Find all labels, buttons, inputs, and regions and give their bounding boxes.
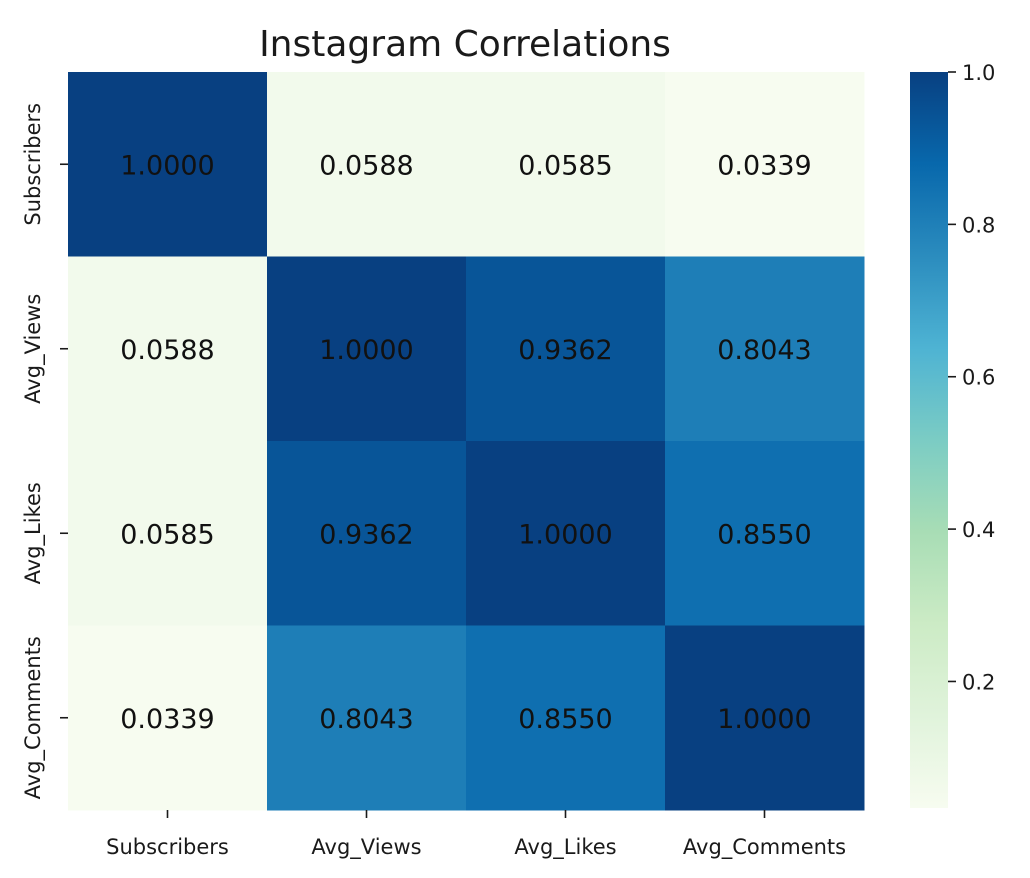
cell-value-label: 1.0000 xyxy=(120,150,214,181)
colorbar-tick-label: 0.4 xyxy=(962,518,995,542)
cell-value-label: 0.0339 xyxy=(717,150,811,181)
y-axis: Subscribers Avg_Views Avg_Likes Avg_Comment… xyxy=(21,103,68,799)
heatmap-cell xyxy=(466,72,666,257)
cell-value-label: 0.0339 xyxy=(120,704,214,735)
heatmap-cell xyxy=(68,72,268,257)
cell-value-label: 0.9362 xyxy=(319,519,413,550)
x-tick-label: Avg_Likes xyxy=(514,835,616,860)
heatmap-cell xyxy=(665,625,865,811)
colorbar-tick-label: 0.6 xyxy=(962,366,995,390)
x-tick-label: Subscribers xyxy=(106,835,229,859)
cell-value-label: 0.0588 xyxy=(120,335,214,366)
cell-value-label: 0.0585 xyxy=(518,150,612,181)
heatmap-cell xyxy=(466,441,666,626)
heatmap-cell xyxy=(466,256,666,442)
heatmap-cell xyxy=(267,256,467,442)
heatmap-cell xyxy=(466,625,666,811)
heatmap-cell xyxy=(665,441,865,626)
colorbar: 0.2 0.4 0.6 0.8 1.0 xyxy=(910,61,995,808)
cell-value-label: 0.8043 xyxy=(717,335,811,366)
x-tick-label: Avg_Views xyxy=(311,835,421,860)
x-tick-label: Avg_Comments xyxy=(683,835,846,860)
heatmap-cell xyxy=(68,256,268,442)
cell-value-label: 0.9362 xyxy=(518,335,612,366)
cell-value-label: 1.0000 xyxy=(319,335,413,366)
y-tick-label: Avg_Comments xyxy=(21,636,46,799)
heatmap-cell xyxy=(68,625,268,811)
colorbar-gradient xyxy=(910,72,948,808)
heatmap-cell xyxy=(267,72,467,257)
y-tick-label: Subscribers xyxy=(21,103,45,226)
heatmap-cell xyxy=(665,72,865,257)
colorbar-tick-label: 0.2 xyxy=(962,670,995,694)
cell-value-label: 0.8043 xyxy=(319,704,413,735)
y-tick-label: Avg_Views xyxy=(21,294,46,404)
heatmap-cell-labels: 1.0000 0.0588 0.0585 0.0339 0.0588 1.0000 0.93… xyxy=(120,150,811,735)
colorbar-tick-label: 1.0 xyxy=(962,61,995,85)
chart-title: Instagram Correlations xyxy=(259,24,671,65)
heatmap-cell xyxy=(665,256,865,442)
cell-value-label: 1.0000 xyxy=(518,519,612,550)
heatmap-cell xyxy=(267,441,467,626)
cell-value-label: 0.8550 xyxy=(717,519,811,550)
cell-value-label: 1.0000 xyxy=(717,704,811,735)
heatmap-cell xyxy=(267,625,467,811)
y-tick-label: Avg_Likes xyxy=(21,482,46,584)
colorbar-tick-label: 0.8 xyxy=(962,213,995,237)
cell-value-label: 0.8550 xyxy=(518,704,612,735)
heatmap-cells xyxy=(68,72,865,811)
cell-value-label: 0.0585 xyxy=(120,519,214,550)
cell-value-label: 0.0588 xyxy=(319,150,413,181)
x-axis: Subscribers Avg_Views Avg_Likes Avg_Comment… xyxy=(106,810,846,860)
heatmap-cell xyxy=(68,441,268,626)
